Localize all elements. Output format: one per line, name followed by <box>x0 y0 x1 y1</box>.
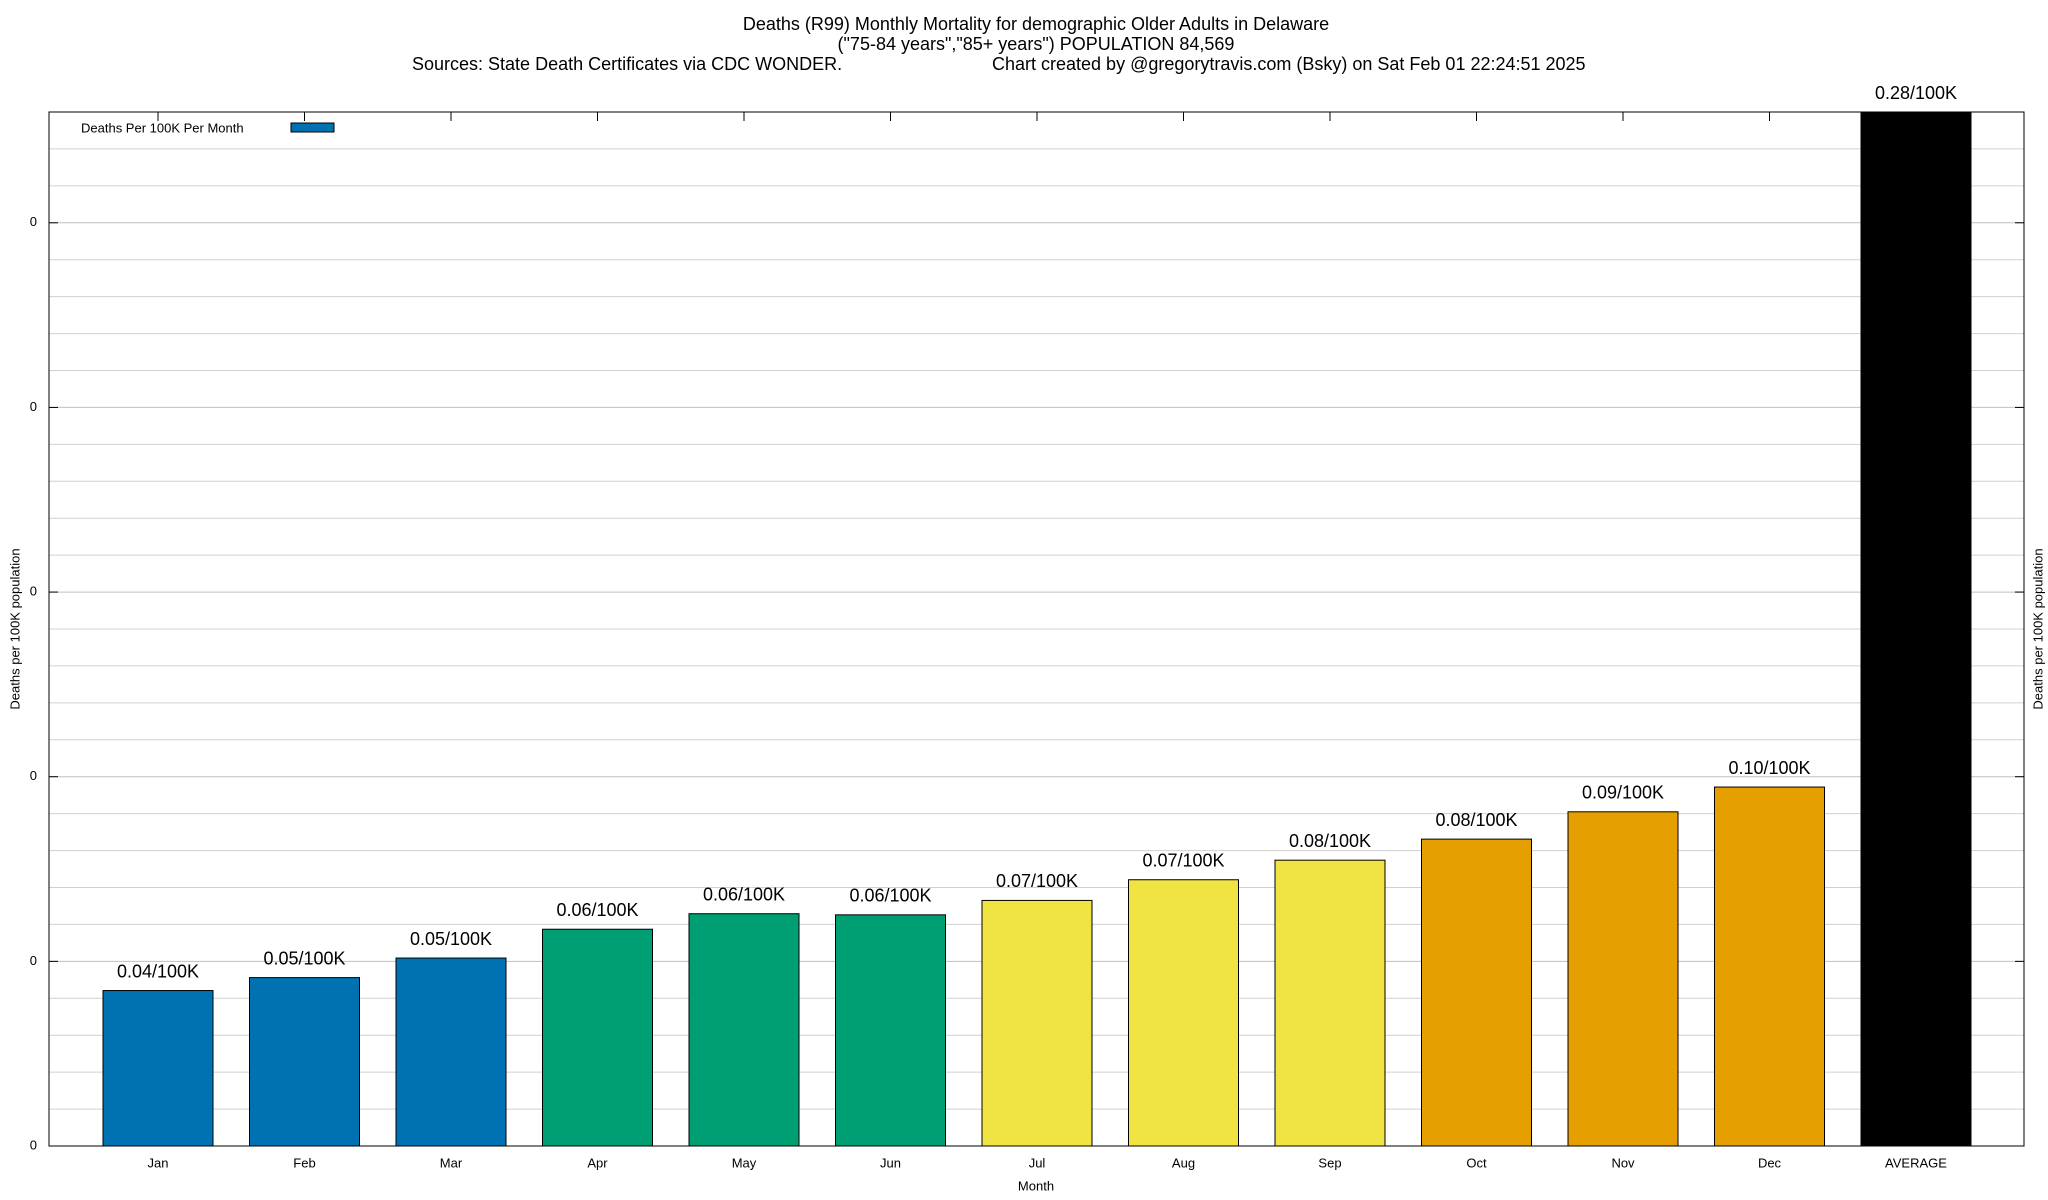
x-tick-label: May <box>732 1155 757 1170</box>
x-tick-label: Aug <box>1172 1155 1195 1170</box>
bar <box>1567 811 1679 1147</box>
y-tick-label: 0 <box>30 399 37 414</box>
y-tick-label: 0 <box>30 1137 37 1152</box>
x-tick-label: Jul <box>1029 1155 1046 1170</box>
x-tick-label: Jan <box>148 1155 169 1170</box>
chart-subtitle: ("75-84 years","85+ years") POPULATION 8… <box>838 34 1235 54</box>
x-tick-label: Feb <box>293 1155 315 1170</box>
value-label: 0.07/100K <box>1142 850 1224 870</box>
value-label: 0.05/100K <box>263 948 345 968</box>
value-label: 0.06/100K <box>556 900 638 920</box>
value-label: 0.06/100K <box>849 886 931 906</box>
x-tick-label: Apr <box>587 1155 608 1170</box>
bar <box>1860 111 1972 1147</box>
bar <box>1274 859 1386 1147</box>
x-tick-label: AVERAGE <box>1885 1155 1947 1170</box>
bar <box>1421 838 1532 1147</box>
bar <box>395 957 507 1147</box>
y-tick-label: 0 <box>30 768 37 783</box>
bar <box>688 913 800 1147</box>
legend-label: Deaths Per 100K Per Month <box>81 120 244 135</box>
bar <box>981 899 1093 1147</box>
value-label: 0.10/100K <box>1728 758 1810 778</box>
value-label: 0.08/100K <box>1435 810 1517 830</box>
value-label: 0.05/100K <box>410 929 492 949</box>
value-label: 0.06/100K <box>703 884 785 904</box>
plot-border <box>48 111 2025 1147</box>
x-tick-label: Sep <box>1318 1155 1341 1170</box>
value-label: 0.28/100K <box>1875 83 1957 103</box>
x-tick-label: Nov <box>1611 1155 1635 1170</box>
bar <box>1128 879 1239 1147</box>
value-label: 0.07/100K <box>996 871 1078 891</box>
bar <box>835 914 946 1147</box>
chart-title: Deaths (R99) Monthly Mortality for demog… <box>743 14 1329 34</box>
value-label: 0.09/100K <box>1582 783 1664 803</box>
y-tick-label: 0 <box>30 214 37 229</box>
bar <box>249 977 360 1147</box>
y-axis-label: Deaths per 100K population <box>7 548 22 709</box>
value-label: 0.08/100K <box>1289 831 1371 851</box>
bar <box>1714 786 1825 1147</box>
y2-axis-label: Deaths per 100K population <box>2030 548 2045 709</box>
bar <box>102 990 214 1147</box>
x-axis-label: Month <box>1018 1178 1054 1193</box>
source: Sources: State Death Certificates via CD… <box>412 54 842 74</box>
x-tick-label: Oct <box>1466 1155 1487 1170</box>
bar <box>542 928 653 1147</box>
x-tick-label: Mar <box>440 1155 463 1170</box>
y-tick-label: 0 <box>30 584 37 599</box>
credit: Chart created by @gregorytravis.com (Bsk… <box>992 54 1586 74</box>
y-tick-label: 0 <box>30 953 37 968</box>
x-tick-label: Dec <box>1758 1155 1782 1170</box>
value-label: 0.04/100K <box>117 961 199 981</box>
x-tick-label: Jun <box>880 1155 901 1170</box>
legend-swatch <box>290 122 335 133</box>
